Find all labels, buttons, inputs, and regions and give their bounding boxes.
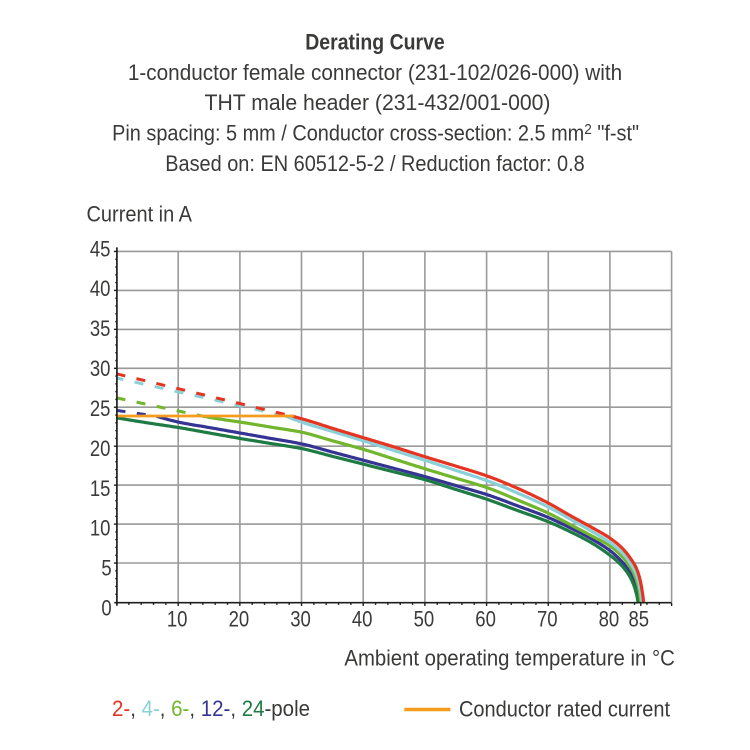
svg-text:1-conductor female connector (: 1-conductor female connector (231-102/02…	[128, 60, 622, 85]
svg-text:THT male header (231-432/001-0: THT male header (231-432/001-000)	[205, 90, 551, 115]
svg-text:Derating Curve: Derating Curve	[305, 30, 445, 55]
svg-text:Pin spacing: 5 mm / Conductor: Pin spacing: 5 mm / Conductor cross-sect…	[112, 121, 639, 146]
svg-text:Ambient operating temperature: Ambient operating temperature in °C	[344, 646, 674, 671]
svg-text:15: 15	[90, 476, 111, 501]
svg-text:30: 30	[90, 356, 111, 381]
svg-text:50: 50	[414, 607, 435, 632]
svg-text:Current in A: Current in A	[87, 201, 193, 226]
svg-text:40: 40	[90, 276, 111, 301]
svg-text:20: 20	[90, 436, 111, 461]
svg-text:40: 40	[352, 607, 373, 632]
svg-text:60: 60	[475, 607, 496, 632]
svg-text:Based on: EN 60512-5-2 / Reduc: Based on: EN 60512-5-2 / Reduction facto…	[165, 151, 585, 176]
svg-text:85: 85	[629, 607, 650, 632]
svg-text:5: 5	[101, 556, 111, 581]
svg-text:2-, 4-, 6-, 12-, 24-pole: 2-, 4-, 6-, 12-, 24-pole	[112, 696, 310, 721]
svg-text:Conductor rated current: Conductor rated current	[459, 697, 670, 722]
svg-text:20: 20	[229, 607, 250, 632]
svg-text:30: 30	[290, 607, 311, 632]
svg-text:45: 45	[90, 236, 111, 261]
svg-text:0: 0	[101, 596, 111, 621]
svg-text:25: 25	[90, 396, 111, 421]
svg-text:10: 10	[90, 516, 111, 541]
svg-text:70: 70	[537, 607, 558, 632]
svg-text:80: 80	[599, 607, 620, 632]
svg-text:35: 35	[90, 316, 111, 341]
svg-text:10: 10	[167, 607, 188, 632]
